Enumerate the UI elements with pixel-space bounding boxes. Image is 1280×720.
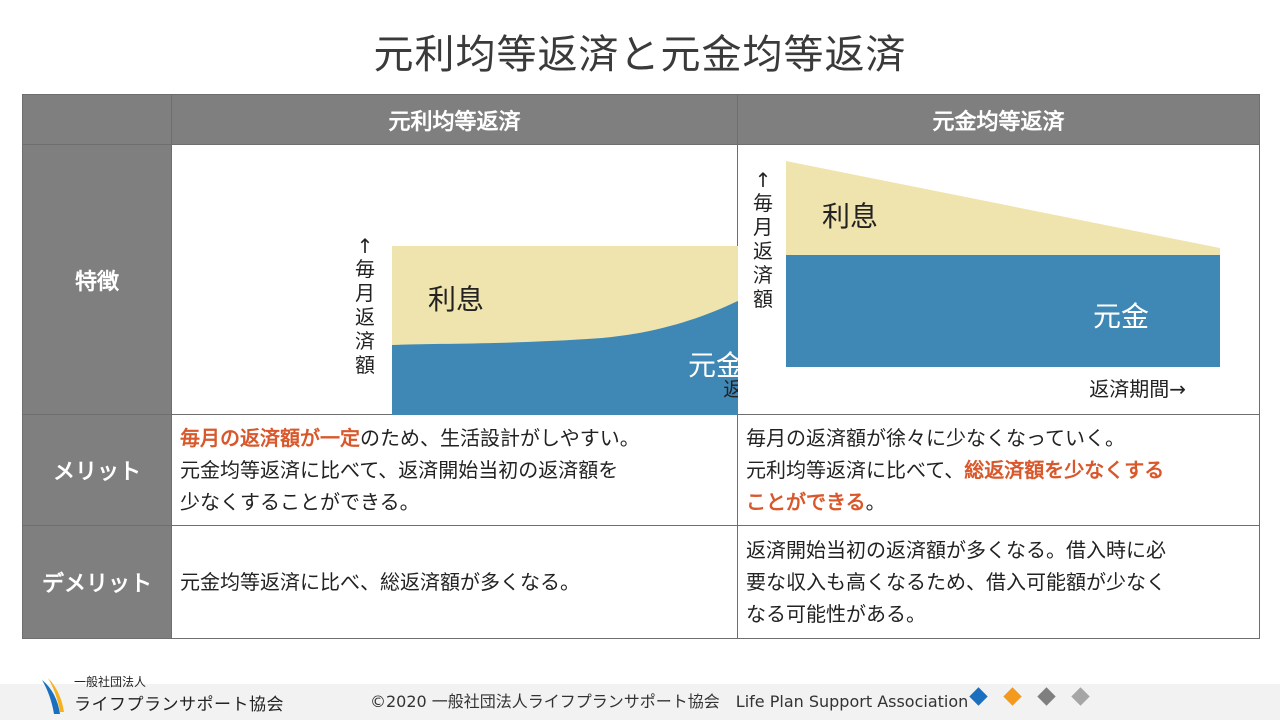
row-label-feature: 特徴 <box>22 144 172 415</box>
header-corner <box>22 94 172 145</box>
ylabel-char: 月 <box>753 215 773 239</box>
ylabel-char: 月 <box>355 281 375 305</box>
merit-highlight: 毎月の返済額が一定 <box>180 426 360 450</box>
merit-equal-principal: 毎月の返済額が徐々に少なくなっていく。 元利均等返済に比べて、総返済額を少なくす… <box>737 414 1260 526</box>
interest-label: 利息 <box>428 283 484 316</box>
merit-row: メリット 毎月の返済額が一定のため、生活設計がしやすい。 元金均等返済に比べて、… <box>22 414 1260 526</box>
diamond-lightgray-icon <box>1071 687 1090 706</box>
merit-highlight: ことができる <box>746 490 866 514</box>
comparison-table: 元利均等返済 元金均等返済 特徴 ↑ 毎 月 返 済 額 利息 元金 返済期間→ <box>22 94 1260 639</box>
ylabel-char: 済 <box>753 263 773 287</box>
footer-copyright: ©2020 一般社団法人ライフプランサポート協会 Life Plan Suppo… <box>370 692 969 711</box>
demerit-equal-payment: 元金均等返済に比べ、総返済額が多くなる。 <box>171 525 738 639</box>
demerit-equal-principal: 返済開始当初の返済額が多くなる。借入時に必 要な収入も高くなるため、借入可能額が… <box>737 525 1260 639</box>
association-logo-icon <box>42 678 64 714</box>
merit-text: 。 <box>865 490 886 514</box>
interest-area-equal-principal <box>786 161 1220 255</box>
merit-line: 元利均等返済に比べて、総返済額を少なくする <box>746 454 1251 486</box>
demerit-line: 返済開始当初の返済額が多くなる。借入時に必 <box>746 538 1166 562</box>
merit-line: 毎月の返済額が一定のため、生活設計がしやすい。 <box>180 422 729 454</box>
header-equal-principal: 元金均等返済 <box>737 94 1260 145</box>
interest-label: 利息 <box>822 200 878 233</box>
diamond-gray-icon <box>1037 687 1056 706</box>
merit-line: 元金均等返済に比べて、返済開始当初の返済額を <box>180 458 619 482</box>
logo-org-name: ライフプランサポート協会 <box>74 695 284 715</box>
row-label-merit: メリット <box>22 414 172 526</box>
feature-row: 特徴 ↑ 毎 月 返 済 額 利息 元金 返済期間→ ↑ 毎 月 <box>22 144 1260 415</box>
ylabel-char: ↑ <box>755 168 772 192</box>
merit-text: 元利均等返済に比べて、 <box>746 458 965 482</box>
demerit-row: デメリット 元金均等返済に比べ、総返済額が多くなる。 返済開始当初の返済額が多く… <box>22 525 1260 639</box>
logo-org-type: 一般社団法人 <box>74 675 147 689</box>
ylabel-char: 返 <box>355 305 375 329</box>
chart-cell-equal-payment: ↑ 毎 月 返 済 額 利息 元金 返済期間→ <box>171 144 738 415</box>
header-row: 元利均等返済 元金均等返済 <box>22 94 1260 145</box>
merit-line: ことができる。 <box>746 486 1251 518</box>
footer-bar <box>0 684 1280 720</box>
header-equal-payment: 元利均等返済 <box>171 94 738 145</box>
ylabel-char: 毎 <box>355 257 375 281</box>
ylabel-char: 返 <box>753 239 773 263</box>
ylabel-char: 額 <box>753 287 773 311</box>
ylabel-char: 額 <box>355 353 375 377</box>
chart-cell-equal-principal: ↑ 毎 月 返 済 額 利息 元金 返済期間→ <box>737 144 1260 415</box>
equal-principal-chart: ↑ 毎 月 返 済 額 利息 元金 返済期間→ <box>753 161 1220 401</box>
slide-title: 元利均等返済と元金均等返済 <box>373 32 907 78</box>
ylabel-char: 毎 <box>753 191 773 215</box>
ylabel-char: 済 <box>355 329 375 353</box>
equal-payment-chart: ↑ 毎 月 返 済 額 利息 元金 返済期間→ <box>355 234 738 415</box>
merit-highlight: 総返済額を少なくする <box>964 458 1165 482</box>
merit-line: 少なくすることができる。 <box>180 490 420 514</box>
principal-area-equal-payment <box>392 300 738 415</box>
merit-equal-payment: 毎月の返済額が一定のため、生活設計がしやすい。 元金均等返済に比べて、返済開始当… <box>171 414 738 526</box>
merit-text: のため、生活設計がしやすい。 <box>360 426 640 450</box>
row-label-demerit: デメリット <box>22 525 172 639</box>
demerit-line: 要な収入も高くなるため、借入可能額が少なく <box>746 570 1166 594</box>
decorative-diamonds <box>969 687 1090 706</box>
principal-label: 元金 <box>1093 300 1149 333</box>
diamond-blue-icon <box>969 687 988 706</box>
principal-area-equal-principal <box>786 255 1220 367</box>
x-axis-label: 返済期間→ <box>1089 377 1186 401</box>
ylabel-char: ↑ <box>357 234 374 258</box>
diamond-orange-icon <box>1003 687 1022 706</box>
merit-line: 毎月の返済額が徐々に少なくなっていく。 <box>746 426 1125 450</box>
principal-label: 元金 <box>688 349 738 382</box>
x-axis-label: 返済期間→ <box>723 377 738 401</box>
demerit-line: なる可能性がある。 <box>746 602 926 626</box>
